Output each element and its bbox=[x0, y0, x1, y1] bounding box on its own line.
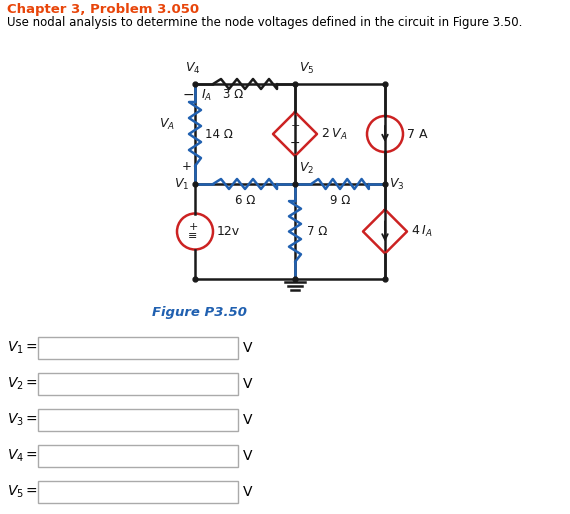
Text: $V_A$: $V_A$ bbox=[159, 117, 175, 132]
Text: 14 Ω: 14 Ω bbox=[205, 127, 233, 140]
Text: V: V bbox=[243, 485, 253, 499]
Text: 3 Ω: 3 Ω bbox=[223, 88, 243, 101]
Text: 2 $V_A$: 2 $V_A$ bbox=[321, 126, 347, 141]
Text: Figure P3.50: Figure P3.50 bbox=[153, 306, 247, 319]
Text: V: V bbox=[243, 341, 253, 355]
Text: +: + bbox=[290, 121, 300, 131]
Text: 12v: 12v bbox=[217, 225, 240, 238]
Bar bbox=[38, 373, 238, 395]
Bar bbox=[38, 481, 238, 503]
Text: $V_4$: $V_4$ bbox=[185, 61, 201, 76]
Text: Use nodal analysis to determine the node voltages defined in the circuit in Figu: Use nodal analysis to determine the node… bbox=[7, 16, 522, 29]
Text: $V_5$: $V_5$ bbox=[299, 61, 315, 76]
Text: $V_1=$: $V_1=$ bbox=[7, 340, 38, 356]
Text: V: V bbox=[243, 449, 253, 463]
Text: $V_2$: $V_2$ bbox=[299, 161, 314, 176]
Text: +: + bbox=[182, 159, 192, 173]
Text: $V_2=$: $V_2=$ bbox=[7, 376, 38, 392]
Text: $V_4=$: $V_4=$ bbox=[7, 448, 38, 464]
Text: −: − bbox=[290, 137, 300, 150]
Bar bbox=[38, 409, 238, 431]
Text: Chapter 3, Problem 3.050: Chapter 3, Problem 3.050 bbox=[7, 3, 199, 16]
Text: V: V bbox=[243, 413, 253, 427]
Text: $V_1$: $V_1$ bbox=[174, 176, 189, 192]
Text: −: − bbox=[182, 88, 194, 102]
Text: V: V bbox=[243, 377, 253, 391]
Text: ≡: ≡ bbox=[188, 231, 198, 242]
Text: 4 $I_A$: 4 $I_A$ bbox=[411, 224, 433, 239]
Text: 7 Ω: 7 Ω bbox=[307, 225, 327, 238]
Text: $I_A$: $I_A$ bbox=[201, 88, 212, 103]
Text: +: + bbox=[188, 223, 198, 232]
Bar bbox=[38, 337, 238, 359]
Text: $V_3=$: $V_3=$ bbox=[7, 412, 38, 428]
Bar bbox=[38, 445, 238, 467]
Text: 6 Ω: 6 Ω bbox=[235, 194, 255, 207]
Text: $V_5=$: $V_5=$ bbox=[7, 484, 38, 500]
Text: 9 Ω: 9 Ω bbox=[330, 194, 350, 207]
Text: $V_3$: $V_3$ bbox=[389, 176, 405, 192]
Text: 7 A: 7 A bbox=[407, 127, 428, 140]
